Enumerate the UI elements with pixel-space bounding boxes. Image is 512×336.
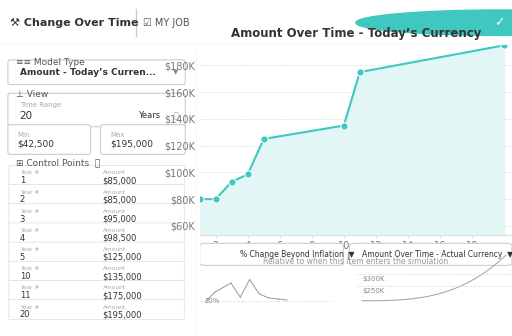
Point [356, 70, 364, 75]
Text: $98,500: $98,500 [102, 234, 137, 243]
FancyBboxPatch shape [9, 223, 184, 243]
Text: Amount Over Time - Actual Currency  ▼: Amount Over Time - Actual Currency ▼ [362, 250, 512, 259]
FancyBboxPatch shape [100, 125, 185, 154]
FancyBboxPatch shape [9, 165, 184, 185]
Point [228, 179, 236, 184]
Text: Amount: Amount [102, 305, 125, 309]
FancyBboxPatch shape [9, 184, 184, 204]
Text: ▼: ▼ [174, 69, 179, 75]
Text: Min: Min [18, 132, 30, 137]
Text: Years: Years [138, 112, 160, 121]
Text: Amount: Amount [102, 209, 125, 214]
Text: 2: 2 [20, 195, 25, 204]
FancyBboxPatch shape [9, 261, 184, 281]
Text: Amount - Today’s Curren...: Amount - Today’s Curren... [20, 68, 156, 77]
Point [260, 136, 268, 142]
Text: 3: 3 [20, 214, 25, 223]
Text: ⓘ: ⓘ [174, 112, 179, 121]
FancyBboxPatch shape [8, 60, 185, 85]
Text: $300K: $300K [362, 276, 385, 282]
Text: Amount: Amount [102, 228, 125, 233]
Text: Year #: Year # [20, 209, 39, 214]
Text: $85,000: $85,000 [102, 195, 137, 204]
Text: $95,000: $95,000 [102, 214, 137, 223]
FancyBboxPatch shape [350, 243, 512, 265]
Text: $175,000: $175,000 [102, 291, 142, 300]
Text: 20: 20 [20, 310, 30, 320]
Text: $195,000: $195,000 [102, 310, 142, 320]
FancyBboxPatch shape [9, 281, 184, 300]
Text: Year #: Year # [20, 170, 39, 175]
FancyBboxPatch shape [9, 204, 184, 223]
FancyBboxPatch shape [9, 242, 184, 262]
Title: Amount Over Time - Today’s Currency: Amount Over Time - Today’s Currency [230, 27, 481, 40]
Text: $135,000: $135,000 [102, 272, 142, 281]
FancyBboxPatch shape [200, 243, 344, 265]
Text: Year #: Year # [20, 247, 39, 252]
Text: Year #: Year # [20, 285, 39, 290]
Text: $195,000: $195,000 [111, 140, 154, 149]
FancyBboxPatch shape [8, 125, 91, 154]
Text: 4: 4 [20, 234, 25, 243]
Text: ✓: ✓ [494, 16, 504, 29]
Text: Amount: Amount [102, 170, 125, 175]
Text: Time Range: Time Range [20, 102, 61, 108]
Text: Max: Max [111, 132, 125, 137]
Text: $85,000: $85,000 [102, 176, 137, 185]
Text: Year #: Year # [20, 190, 39, 195]
Text: Year #: Year # [20, 228, 39, 233]
Point [500, 43, 508, 48]
Text: Amount: Amount [102, 266, 125, 271]
Text: Amount: Amount [102, 285, 125, 290]
Point [211, 197, 220, 202]
Text: 10: 10 [20, 272, 30, 281]
X-axis label: Year Number: Year Number [318, 252, 394, 262]
Text: 11: 11 [20, 291, 30, 300]
Point [196, 197, 204, 202]
Text: ⊥ View: ⊥ View [16, 90, 48, 99]
Text: $42,500: $42,500 [18, 140, 55, 149]
Text: 5: 5 [20, 253, 25, 262]
Text: Amount: Amount [102, 247, 125, 252]
Text: ⚒ Change Over Time: ⚒ Change Over Time [10, 18, 139, 28]
Text: ☑ MY JOB: ☑ MY JOB [143, 18, 190, 28]
Text: ⊞ Control Points  ⓘ: ⊞ Control Points ⓘ [16, 158, 100, 167]
Text: ≡≡ Model Type: ≡≡ Model Type [16, 58, 84, 68]
Text: Relative to when this item enters the simulation: Relative to when this item enters the si… [263, 257, 449, 266]
Circle shape [356, 10, 512, 35]
FancyBboxPatch shape [9, 300, 184, 320]
Text: $125,000: $125,000 [102, 253, 142, 262]
Point [244, 172, 252, 177]
FancyBboxPatch shape [8, 93, 185, 127]
Text: Year #: Year # [20, 266, 39, 271]
Text: $250K: $250K [362, 288, 385, 294]
Text: 20: 20 [20, 111, 33, 121]
Point [340, 123, 348, 128]
Text: Amount: Amount [102, 190, 125, 195]
Text: 1: 1 [20, 176, 25, 185]
Text: % Change Beyond Inflation  ▼: % Change Beyond Inflation ▼ [240, 250, 355, 259]
Text: Year #: Year # [20, 305, 39, 309]
Text: 20%: 20% [204, 298, 220, 304]
